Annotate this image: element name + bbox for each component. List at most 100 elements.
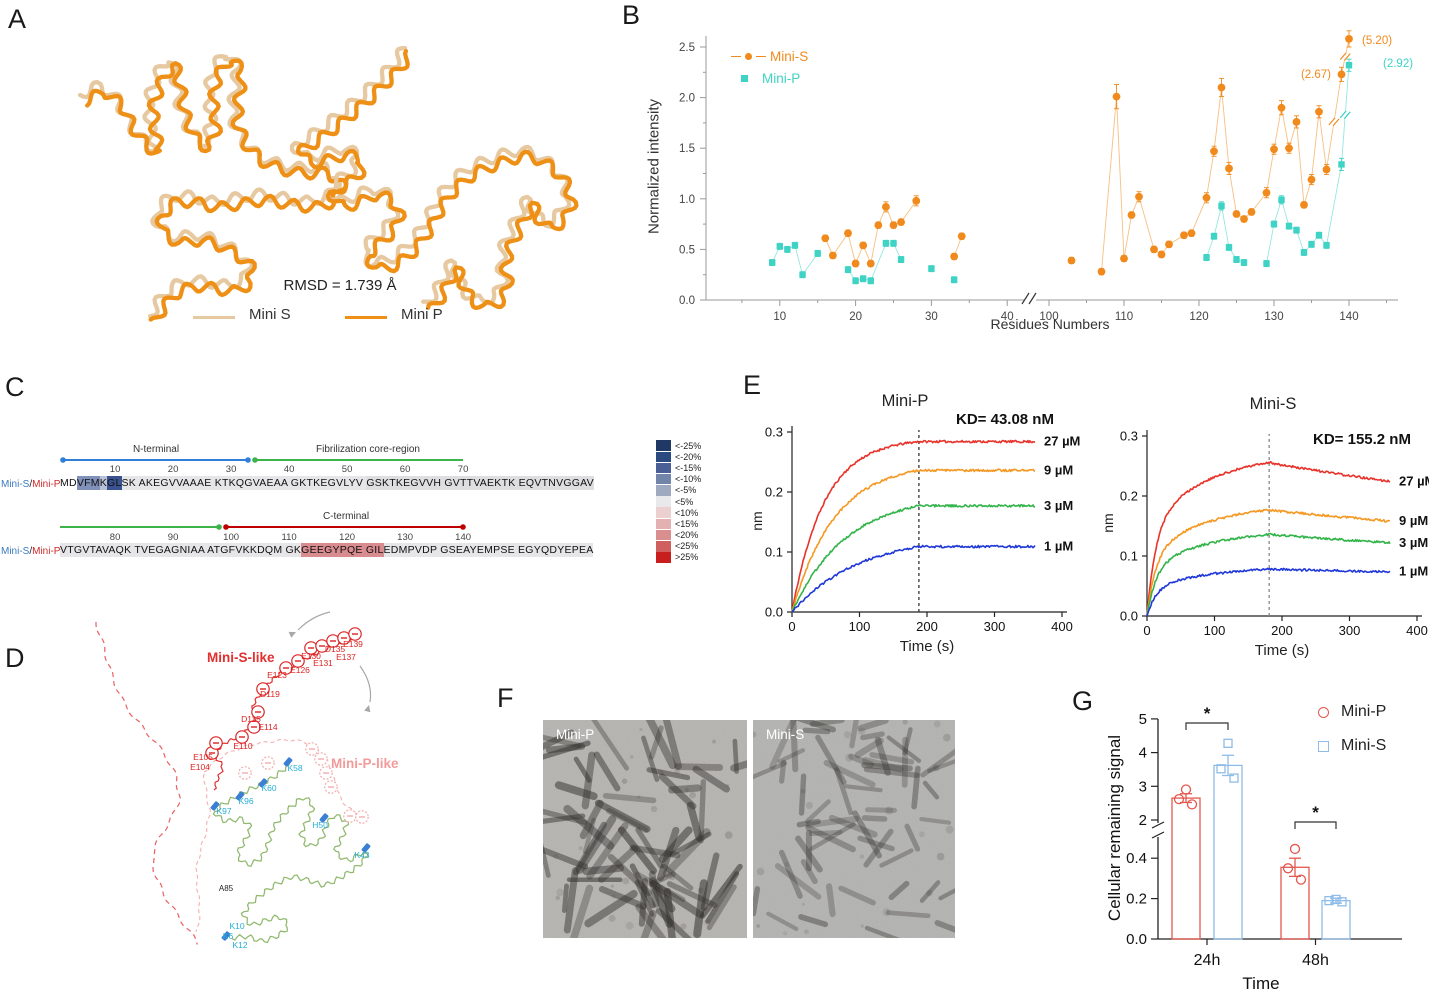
mini-p-like-label: Mini-P-like bbox=[331, 756, 399, 771]
svg-text:E123: E123 bbox=[267, 670, 287, 680]
svg-text:K43: K43 bbox=[354, 850, 369, 860]
kd-mini-s: KD= 155.2 nM bbox=[1313, 431, 1411, 448]
scale-color-swatch bbox=[656, 529, 671, 541]
mini-s-line-swatch bbox=[193, 316, 235, 319]
svg-text:120: 120 bbox=[1189, 311, 1208, 323]
svg-text:H50: H50 bbox=[312, 820, 328, 830]
svg-text:200: 200 bbox=[916, 619, 938, 634]
svg-text:100: 100 bbox=[1039, 311, 1058, 323]
scale-legend-row: <-10% bbox=[656, 473, 702, 485]
g-legend-item-mini-p: Mini-P bbox=[1318, 700, 1386, 724]
scale-label: <25% bbox=[675, 541, 699, 552]
scale-color-swatch bbox=[656, 485, 671, 496]
scale-label: <-10% bbox=[675, 474, 702, 485]
svg-text:K97: K97 bbox=[216, 806, 231, 816]
scale-color-swatch bbox=[656, 541, 671, 552]
svg-text:0.1: 0.1 bbox=[765, 545, 783, 560]
c-row2-mini-p: Mini-P bbox=[32, 546, 61, 557]
c-row2-mini-s: Mini-S bbox=[1, 546, 30, 557]
svg-text:110: 110 bbox=[1115, 311, 1133, 323]
c-row2-slash: / bbox=[29, 546, 33, 557]
scale-legend-row: >25% bbox=[656, 552, 701, 563]
svg-text:D135: D135 bbox=[325, 644, 346, 654]
scale-legend-row: <-5% bbox=[656, 485, 701, 496]
svg-text:9 µM: 9 µM bbox=[1399, 513, 1428, 528]
svg-text:400: 400 bbox=[1406, 623, 1428, 638]
svg-text:0.2: 0.2 bbox=[765, 485, 783, 500]
e-title-mini-s: Mini-S bbox=[1249, 395, 1297, 413]
svg-text:0.3: 0.3 bbox=[765, 425, 783, 440]
svg-text:100: 100 bbox=[223, 532, 239, 543]
svg-text:E104: E104 bbox=[190, 762, 210, 772]
svg-text:K96: K96 bbox=[238, 796, 253, 806]
scale-legend-row: <10% bbox=[656, 507, 701, 518]
scale-legend-row: <15% bbox=[656, 518, 701, 530]
panel-b-label: B bbox=[622, 0, 641, 30]
g-legend-mini-s-label: Mini-S bbox=[1341, 737, 1387, 754]
mini-s-line-icon bbox=[731, 55, 741, 57]
bli-plot-bli-mini-p: 0.0 0.1 0.2 0.3 0 100 200 300 400 27 µM 9 µM 3 µM 1 … bbox=[765, 425, 1080, 635]
svg-text:20: 20 bbox=[168, 464, 179, 475]
mini-p-legend-label: Mini P bbox=[401, 306, 443, 323]
svg-text:E126: E126 bbox=[290, 665, 310, 675]
svg-text:K10: K10 bbox=[229, 921, 244, 931]
svg-text:4: 4 bbox=[1139, 745, 1147, 762]
svg-text:300: 300 bbox=[1339, 623, 1361, 638]
scale-color-swatch bbox=[656, 473, 671, 485]
sequence-segment: MD bbox=[60, 477, 77, 489]
svg-text:130: 130 bbox=[1264, 311, 1283, 323]
svg-text:100: 100 bbox=[849, 619, 871, 634]
sequence-row-2: VTGVTAVAQK TVEGAGNIAA ATGFVKKDQM GKGEEGY… bbox=[60, 543, 594, 557]
b-legend-mini-s-label: Mini-S bbox=[770, 48, 809, 64]
svg-text:3: 3 bbox=[1139, 778, 1147, 795]
svg-text:0.2: 0.2 bbox=[1126, 891, 1147, 908]
sequence-segment: GEEGYPQE GIL bbox=[301, 543, 384, 557]
identity-scale-legend: <-25% <-20% <-15% <-10% <-5% <5% <10% <15% <20% <… bbox=[656, 440, 701, 563]
svg-text:A85: A85 bbox=[219, 884, 234, 893]
svg-text:80: 80 bbox=[110, 532, 121, 543]
bli-plot-bli-mini-s: 0.0 0.1 0.2 0.3 0 100 200 300 400 27 µM 9 µM 3 µM 1 … bbox=[1120, 429, 1429, 639]
b-y-axis-title: Normalized intensity bbox=[645, 98, 663, 235]
b-legend-item-mini-s: Mini-S bbox=[731, 45, 808, 67]
svg-text:110: 110 bbox=[282, 532, 297, 543]
svg-text:1 µM: 1 µM bbox=[1399, 564, 1428, 579]
region-n-terminal: N-terminal bbox=[132, 444, 180, 455]
svg-text:140: 140 bbox=[1339, 311, 1358, 323]
svg-text:3 µM: 3 µM bbox=[1044, 498, 1073, 513]
panel-a-label: A bbox=[8, 4, 27, 34]
rmsd-text: RMSD = 1.739 Å bbox=[283, 277, 397, 294]
sequence-segment: GSKTKEGVVH GVTTVAEKTK EQVTNVGGAV bbox=[366, 476, 594, 490]
svg-text:0.0: 0.0 bbox=[1126, 931, 1147, 948]
region-fibrilization-core: Fibrilization core-region bbox=[316, 444, 420, 455]
svg-text:24h: 24h bbox=[1194, 952, 1221, 969]
kd-mini-p: KD= 43.08 nM bbox=[956, 411, 1054, 428]
svg-text:0.4: 0.4 bbox=[1126, 850, 1147, 867]
e-left-x-title: Time (s) bbox=[899, 638, 955, 655]
scale-color-swatch bbox=[656, 518, 671, 530]
svg-text:20: 20 bbox=[849, 311, 862, 323]
svg-text:90: 90 bbox=[168, 532, 179, 543]
panel-c-label: C bbox=[5, 372, 25, 402]
g-x-axis-title: Time bbox=[1242, 974, 1280, 993]
b-x-axis-title: Residues Numbers bbox=[990, 316, 1110, 332]
scale-color-swatch bbox=[656, 440, 671, 451]
svg-text:300: 300 bbox=[984, 619, 1006, 634]
svg-text:27 µM: 27 µM bbox=[1399, 474, 1429, 489]
svg-text:0: 0 bbox=[788, 619, 795, 634]
scale-color-swatch bbox=[656, 451, 671, 463]
svg-text:50: 50 bbox=[342, 464, 353, 475]
e-right-x-title: Time (s) bbox=[1254, 642, 1310, 659]
scale-label: >25% bbox=[675, 552, 699, 563]
scale-label: <15% bbox=[675, 518, 699, 529]
panel-f-label: F bbox=[497, 683, 514, 713]
b-legend: Mini-S Mini-P bbox=[731, 45, 808, 89]
svg-text:140: 140 bbox=[455, 532, 471, 543]
svg-text:120: 120 bbox=[339, 532, 355, 543]
tem-image-mini-s bbox=[753, 720, 955, 938]
sequence-segment: K bbox=[99, 476, 108, 490]
scale-legend-row: <20% bbox=[656, 529, 701, 541]
sequence-segment: EDMPVDP GSEAYEMPSE EGYQDYEPEA bbox=[383, 543, 594, 557]
g-y-axis-title: Cellular remaining signal bbox=[1105, 734, 1124, 922]
svg-text:40: 40 bbox=[284, 464, 295, 475]
